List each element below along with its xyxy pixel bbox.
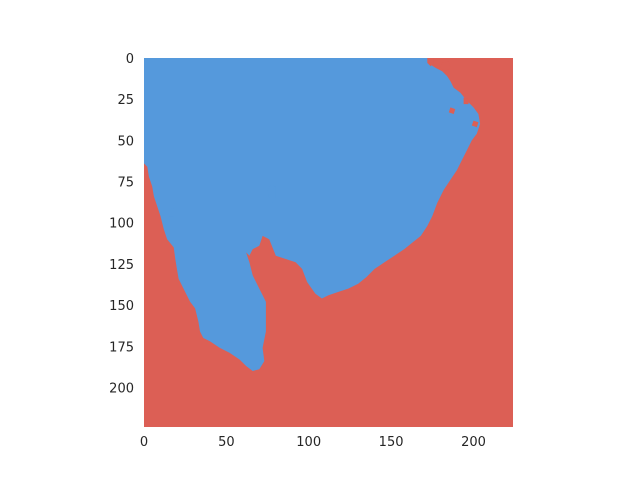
y-tick-label: 150 bbox=[109, 299, 134, 314]
background-spot bbox=[448, 107, 456, 114]
x-tick-label: 200 bbox=[461, 435, 486, 450]
y-tick-label: 0 bbox=[126, 52, 134, 67]
y-tick-label: 175 bbox=[109, 340, 134, 355]
x-tick-label: 50 bbox=[218, 435, 235, 450]
foreground-class-region bbox=[144, 58, 481, 371]
background-spots bbox=[427, 58, 479, 128]
background-spot bbox=[463, 97, 469, 105]
x-tick-label: 100 bbox=[296, 435, 321, 450]
x-tick-label: 0 bbox=[140, 435, 148, 450]
background-spot bbox=[440, 61, 451, 72]
foreground-spots bbox=[168, 184, 276, 217]
y-tick-label: 50 bbox=[117, 134, 134, 149]
y-tick-label: 125 bbox=[109, 258, 134, 273]
x-tick-label: 150 bbox=[379, 435, 404, 450]
y-tick-label: 200 bbox=[109, 382, 134, 397]
y-tick-label: 100 bbox=[109, 217, 134, 232]
plot-area bbox=[144, 58, 513, 427]
y-tick-label: 25 bbox=[117, 93, 134, 108]
background-spot bbox=[471, 120, 479, 128]
y-tick-label: 75 bbox=[117, 176, 134, 191]
foreground-spot bbox=[168, 207, 174, 217]
y-axis: 0 25 50 75 100 125 150 175 200 bbox=[109, 52, 134, 397]
x-axis: 0 50 100 150 200 bbox=[140, 435, 486, 450]
background-spot bbox=[427, 58, 434, 67]
foreground-spot bbox=[267, 184, 276, 203]
